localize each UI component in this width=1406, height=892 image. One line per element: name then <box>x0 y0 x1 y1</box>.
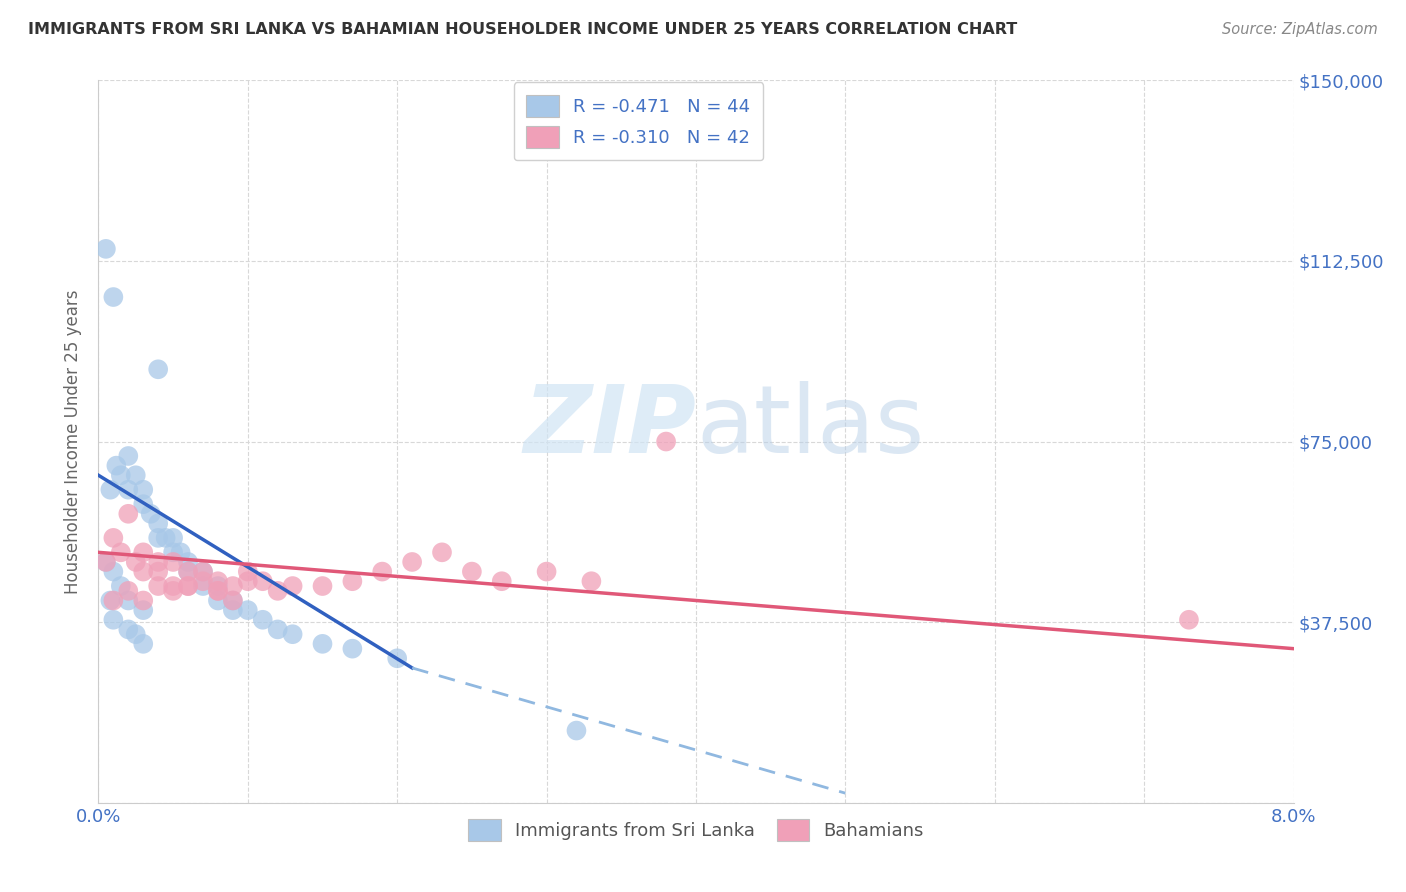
Point <box>155 531 177 545</box>
Point <box>311 637 333 651</box>
Point <box>103 290 125 304</box>
Point <box>342 641 364 656</box>
Point <box>110 545 132 559</box>
Point <box>222 593 245 607</box>
Point <box>148 531 170 545</box>
Point <box>342 574 364 589</box>
Point <box>148 579 170 593</box>
Point <box>98 483 122 497</box>
Y-axis label: Householder Income Under 25 years: Householder Income Under 25 years <box>65 289 83 594</box>
Point <box>385 651 409 665</box>
Point <box>98 593 122 607</box>
Point <box>236 565 259 579</box>
Point <box>371 565 394 579</box>
Point <box>125 627 148 641</box>
Point <box>117 449 139 463</box>
Point <box>94 555 117 569</box>
Point <box>1178 613 1201 627</box>
Point <box>117 507 139 521</box>
Point <box>236 603 259 617</box>
Point <box>162 531 184 545</box>
Point <box>536 565 558 579</box>
Point <box>655 434 678 449</box>
Point <box>148 516 170 531</box>
Text: ZIP: ZIP <box>523 381 696 473</box>
Point <box>103 613 125 627</box>
Point <box>162 545 184 559</box>
Point <box>132 593 155 607</box>
Point <box>132 603 155 617</box>
Point <box>117 623 139 637</box>
Point <box>132 545 155 559</box>
Point <box>162 555 184 569</box>
Point <box>311 579 333 593</box>
Point <box>207 583 229 598</box>
Point <box>162 579 184 593</box>
Point <box>125 555 148 569</box>
Point <box>148 362 170 376</box>
Text: IMMIGRANTS FROM SRI LANKA VS BAHAMIAN HOUSEHOLDER INCOME UNDER 25 YEARS CORRELAT: IMMIGRANTS FROM SRI LANKA VS BAHAMIAN HO… <box>28 22 1018 37</box>
Point <box>281 579 304 593</box>
Point <box>110 579 132 593</box>
Point <box>117 593 139 607</box>
Point <box>139 507 162 521</box>
Point <box>222 593 245 607</box>
Text: atlas: atlas <box>696 381 924 473</box>
Point <box>267 623 290 637</box>
Point <box>177 579 200 593</box>
Point <box>94 555 117 569</box>
Point <box>177 565 200 579</box>
Point <box>103 565 125 579</box>
Point <box>169 545 191 559</box>
Point <box>565 723 588 738</box>
Point <box>491 574 513 589</box>
Point <box>207 583 229 598</box>
Point <box>222 603 245 617</box>
Point <box>177 555 200 569</box>
Point <box>162 583 184 598</box>
Text: Source: ZipAtlas.com: Source: ZipAtlas.com <box>1222 22 1378 37</box>
Point <box>207 574 229 589</box>
Point <box>581 574 603 589</box>
Point <box>94 242 117 256</box>
Point <box>125 468 148 483</box>
Point <box>148 555 170 569</box>
Legend: Immigrants from Sri Lanka, Bahamians: Immigrants from Sri Lanka, Bahamians <box>461 812 931 848</box>
Point <box>177 579 200 593</box>
Point <box>177 565 200 579</box>
Point <box>191 579 214 593</box>
Point <box>252 574 274 589</box>
Point <box>252 613 274 627</box>
Point <box>281 627 304 641</box>
Point <box>401 555 423 569</box>
Point <box>267 583 290 598</box>
Point <box>461 565 484 579</box>
Point <box>191 574 214 589</box>
Point <box>191 565 214 579</box>
Point <box>236 574 259 589</box>
Point <box>207 579 229 593</box>
Point <box>207 593 229 607</box>
Point <box>430 545 453 559</box>
Point <box>117 583 139 598</box>
Point <box>132 483 155 497</box>
Point <box>222 579 245 593</box>
Point <box>132 565 155 579</box>
Point <box>105 458 128 473</box>
Point <box>103 593 125 607</box>
Point <box>117 483 139 497</box>
Point <box>132 497 155 511</box>
Point <box>191 565 214 579</box>
Point <box>110 468 132 483</box>
Point <box>132 637 155 651</box>
Point <box>103 531 125 545</box>
Point <box>148 565 170 579</box>
